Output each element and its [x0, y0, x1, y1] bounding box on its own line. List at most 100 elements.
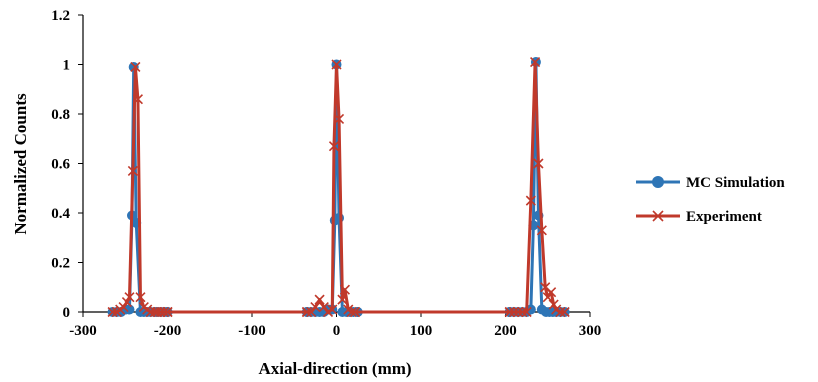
- marker-stroke: [121, 297, 133, 308]
- series-point: [127, 165, 138, 176]
- marker-stroke: [124, 292, 135, 303]
- y-tick-label: 1: [63, 58, 71, 74]
- series-point: [350, 306, 361, 318]
- marker-stroke: [162, 306, 173, 318]
- y-tick-label: 0.8: [51, 107, 70, 123]
- series-point: [546, 287, 557, 298]
- x-tick-label: -300: [69, 323, 97, 339]
- y-tick-label: 0.6: [51, 157, 70, 173]
- series-point: [542, 292, 553, 303]
- marker-stroke: [346, 306, 357, 318]
- marker-stroke: [525, 195, 536, 206]
- series-point: [652, 210, 664, 222]
- series-point: [333, 113, 345, 125]
- x-tick-label: -200: [154, 323, 182, 339]
- legend-label: MC Simulation: [686, 175, 785, 191]
- series-point: [530, 56, 541, 68]
- marker-stroke: [130, 61, 141, 73]
- x-tick-label: 100: [410, 323, 433, 339]
- marker-stroke: [327, 304, 338, 315]
- series-point: [135, 292, 146, 303]
- marker-stroke: [652, 210, 664, 222]
- series-point: [327, 304, 338, 315]
- series-point: [508, 306, 520, 318]
- marker-stroke: [533, 158, 544, 169]
- marker-stroke: [530, 56, 541, 68]
- series-point: [301, 306, 312, 318]
- y-tick-label: 1.2: [51, 8, 70, 24]
- marker-stroke: [314, 294, 325, 305]
- marker-stroke: [310, 301, 321, 313]
- marker-stroke: [551, 304, 562, 315]
- series-point: [107, 306, 118, 318]
- series-layer: [107, 56, 570, 318]
- marker-stroke: [301, 306, 312, 318]
- marker-stroke: [331, 59, 342, 70]
- series-point: [314, 294, 325, 305]
- marker-stroke: [159, 306, 170, 318]
- marker-stroke: [350, 306, 361, 318]
- series-point: [334, 212, 345, 223]
- series-point: [652, 176, 664, 188]
- marker-stroke: [513, 306, 524, 318]
- series-point: [504, 306, 515, 318]
- x-tick-label: -100: [238, 323, 266, 339]
- x-axis-title: Axial-direction (mm): [258, 359, 411, 378]
- marker-stroke: [542, 292, 553, 303]
- legend: MC Simulation Experiment: [636, 175, 785, 225]
- axes: -300 -200 -100 0 100 200 300 0 0.2 0.4 0.6 0.8 1 1.2: [51, 8, 601, 339]
- y-tick-label: 0.4: [51, 206, 70, 222]
- marker-stroke: [517, 306, 528, 318]
- legend-label: Experiment: [686, 209, 762, 225]
- series-experiment: [107, 56, 570, 318]
- series-point: [328, 141, 340, 152]
- y-axis-title: Normalized Counts: [11, 93, 30, 235]
- marker-stroke: [135, 292, 146, 303]
- series-point: [521, 306, 532, 318]
- series-point: [118, 301, 129, 313]
- legend-item-experiment: Experiment: [636, 209, 762, 225]
- series-point: [533, 158, 544, 169]
- series-point: [331, 59, 342, 70]
- marker-stroke: [339, 284, 351, 295]
- series-point: [346, 306, 357, 318]
- series-point: [525, 304, 536, 315]
- series-point: [339, 284, 351, 295]
- marker-stroke: [508, 306, 520, 318]
- series-point: [159, 306, 170, 318]
- series-point: [128, 61, 139, 72]
- series-point: [555, 306, 566, 318]
- y-tick-label: 0: [63, 305, 71, 321]
- marker-stroke: [504, 306, 515, 318]
- marker-stroke: [548, 299, 559, 310]
- marker-stroke: [521, 306, 532, 318]
- marker-stroke: [536, 225, 547, 236]
- x-tick-label: 200: [494, 323, 517, 339]
- series-point: [124, 292, 135, 303]
- marker-stroke: [132, 94, 143, 105]
- x-tick-label: 300: [579, 323, 602, 339]
- series-point: [513, 306, 524, 318]
- marker-stroke: [127, 165, 138, 176]
- y-tick-label: 0.2: [51, 256, 70, 272]
- x-tick-label: 0: [333, 323, 341, 339]
- series-point: [559, 306, 570, 318]
- series-point: [536, 225, 547, 236]
- series-point: [124, 304, 135, 315]
- marker-stroke: [559, 306, 570, 318]
- marker-stroke: [540, 282, 551, 293]
- marker-stroke: [333, 113, 345, 125]
- marker-stroke: [546, 287, 557, 298]
- marker-stroke: [328, 141, 340, 152]
- series-point: [130, 61, 141, 73]
- marker-stroke: [107, 306, 118, 318]
- marker-stroke: [118, 301, 129, 313]
- legend-item-mc-simulation: MC Simulation: [636, 175, 785, 191]
- marker-stroke: [555, 306, 566, 318]
- series-point: [525, 195, 536, 206]
- series-point: [310, 301, 321, 313]
- marker-stroke: [318, 301, 329, 313]
- series-point: [132, 94, 143, 105]
- marker-stroke: [337, 294, 348, 305]
